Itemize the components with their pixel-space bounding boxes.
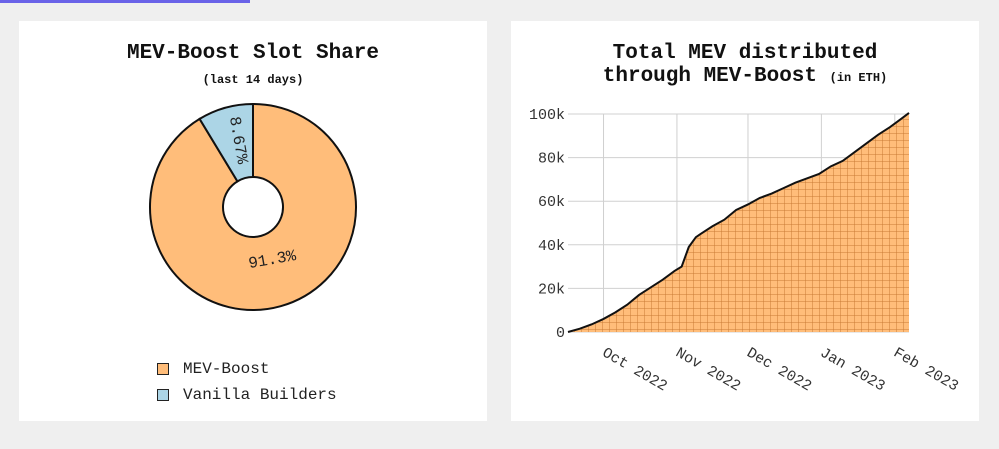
x-tick-label: Dec 2022 [743,345,814,396]
y-tick-label: 20k [538,281,565,298]
legend-label-vanilla-builders: Vanilla Builders [183,386,337,404]
area-chart-title-text: through MEV-Boost [602,65,818,88]
y-tick-label: 60k [538,194,565,211]
legend-swatch-vanilla-builders [157,389,169,401]
pie-chart-title: MEV-Boost Slot Share [126,42,380,65]
y-tick-label: 80k [538,151,565,168]
area-line [567,112,910,333]
area-chart: 0 20k 40k 60k 80k 100k Oct 2022 Nov 2022 Dec 202… [529,107,961,396]
total-mev-card: Total MEV distributed through MEV-Boost … [511,21,979,421]
legend-label-mev-boost: MEV-Boost [183,360,270,378]
x-tick-label: Jan 2023 [817,345,888,396]
pie-chart-subtitle: (last 14 days) [202,73,304,87]
area-chart-title-line2: through MEV-Boost (in ETH) [511,65,979,88]
slot-share-card: MEV-Boost Slot Share (last 14 days) 91.3… [19,21,487,421]
pie-slice-vanilla-builders[interactable] [198,102,254,183]
area-chart-title-line1: Total MEV distributed [612,42,878,65]
area-chart-title-unit: (in ETH) [829,71,888,85]
legend-item-mev-boost[interactable]: MEV-Boost [157,356,337,382]
x-tick-label: Feb 2023 [890,345,961,396]
pie-legend: MEV-Boost Vanilla Builders [157,356,337,408]
x-tick-label: Oct 2022 [599,345,670,396]
area-fill [568,112,909,332]
donut-chart: 91.3%8.67% [149,102,357,311]
legend-item-vanilla-builders[interactable]: Vanilla Builders [157,382,337,408]
top-progress-bar [0,0,250,3]
pie-slice-mev-boost[interactable] [149,102,357,311]
y-tick-label: 100k [529,107,565,124]
y-tick-label: 40k [538,238,565,255]
legend-swatch-mev-boost [157,363,169,375]
x-tick-label: Nov 2022 [672,345,743,396]
y-tick-label: 0 [556,325,565,342]
